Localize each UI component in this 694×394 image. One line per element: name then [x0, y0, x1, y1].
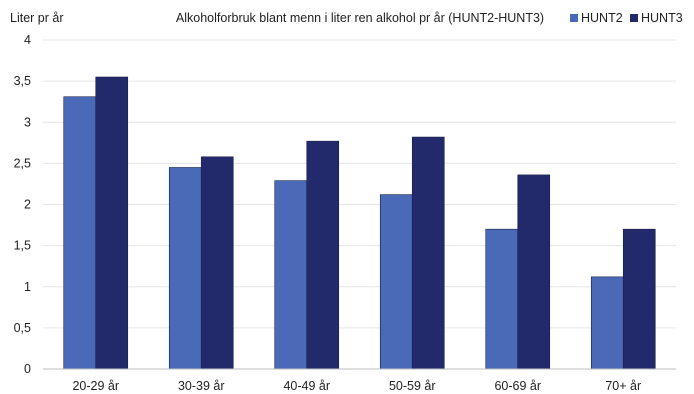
bar-hunt3-6: [622, 228, 656, 370]
y-tick-labels: 0 0,5 1 1,5 2 2,5 3 3,5 4: [14, 33, 31, 376]
chart-title: Alkoholforbruk blant menn i liter ren al…: [176, 11, 544, 25]
x-category-label: 50-59 år: [389, 379, 436, 393]
legend-swatch-hunt2: [570, 14, 578, 22]
y-tick-label: 3,5: [14, 74, 31, 88]
bar-hunt3-1: [95, 76, 129, 370]
y-tick-label: 2: [24, 198, 31, 212]
y-tick-label: 0: [24, 362, 31, 376]
bar-hunt2-3: [274, 180, 308, 370]
y-axis-label: Liter pr år: [10, 11, 64, 25]
y-tick-label: 0,5: [14, 321, 31, 335]
bar-hunt3-2: [200, 156, 234, 370]
x-category-label: 20-29 år: [72, 379, 119, 393]
y-tick-label: 1,5: [14, 239, 31, 253]
gridlines: [43, 39, 676, 329]
bar-hunt3-4: [411, 136, 445, 370]
x-category-labels: 20-29 år 30-39 år 40-49 år 50-59 år 60-69 år…: [72, 379, 641, 393]
x-category-label: 40-49 år: [283, 379, 330, 393]
x-category-label: 60-69 år: [494, 379, 541, 393]
legend-label-hunt3: HUNT3: [641, 11, 683, 25]
bar-hunt3-5: [517, 174, 551, 370]
bar-hunt2-6: [590, 276, 624, 370]
bar-hunt2-4: [379, 194, 413, 370]
y-tick-label: 4: [24, 33, 31, 47]
bar-hunt2-1: [63, 96, 97, 370]
y-tick-label: 2,5: [14, 156, 31, 170]
bar-hunt3-3: [306, 140, 340, 370]
y-tick-label: 3: [24, 115, 31, 129]
bar-hunt2-2: [168, 167, 202, 370]
legend-swatch-hunt3: [630, 14, 638, 22]
legend: HUNT2 HUNT3: [570, 11, 683, 25]
bar-hunt2-5: [485, 228, 519, 370]
x-category-label: 70+ år: [605, 379, 641, 393]
y-tick-label: 1: [24, 280, 31, 294]
bars: [63, 76, 656, 370]
legend-label-hunt2: HUNT2: [581, 11, 623, 25]
x-category-label: 30-39 år: [178, 379, 225, 393]
